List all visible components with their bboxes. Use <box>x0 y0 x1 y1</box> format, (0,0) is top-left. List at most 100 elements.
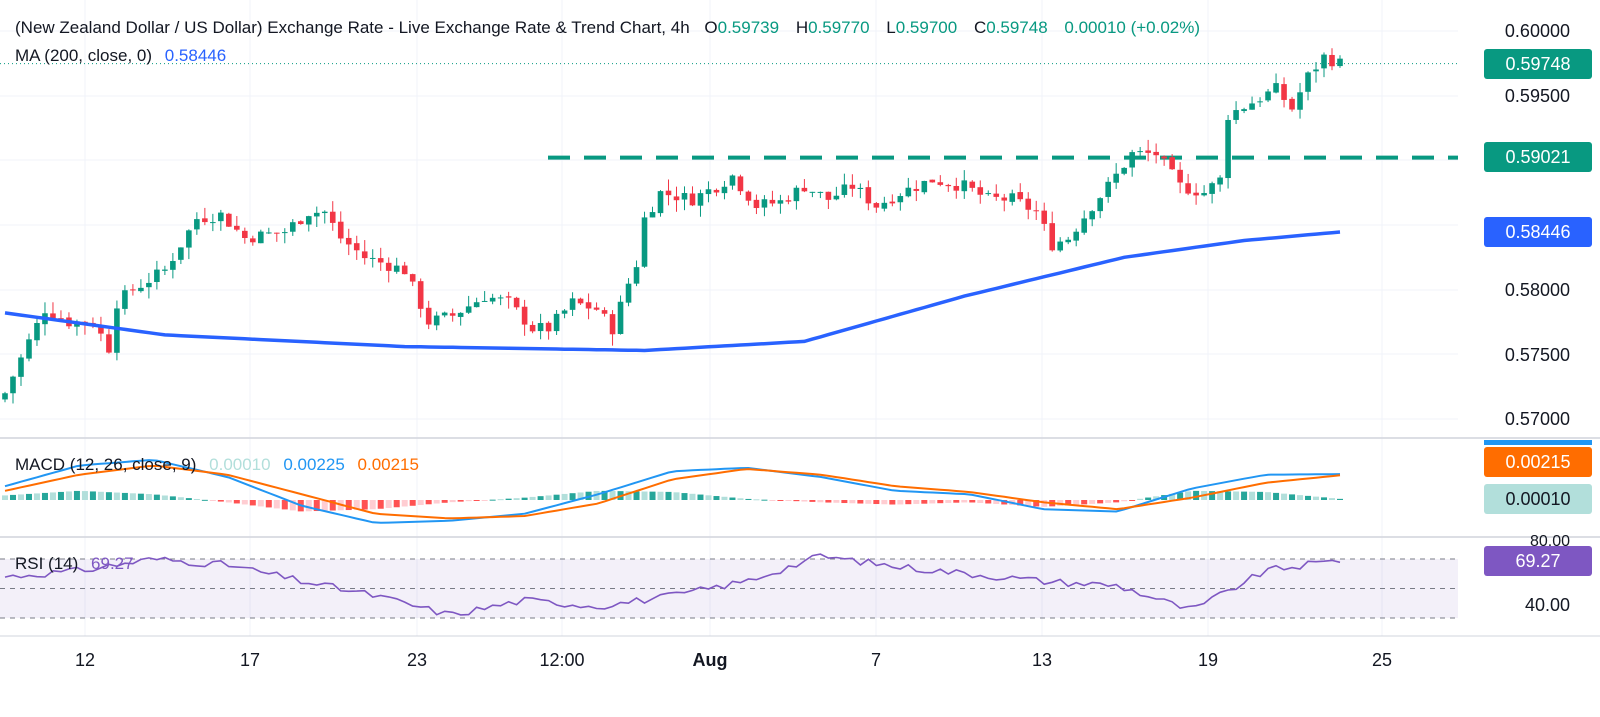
macd-histogram-bar <box>809 500 816 502</box>
macd-histogram-bar <box>1017 500 1024 506</box>
open-value: 0.59739 <box>717 18 780 37</box>
candle-body <box>1153 151 1159 156</box>
macd-histogram-bar <box>217 500 224 502</box>
candle-body <box>1185 183 1191 194</box>
candle-body <box>897 196 904 203</box>
candle-body <box>1297 92 1303 110</box>
macd-histogram-bar <box>657 491 664 500</box>
y-tick-0.60000: 0.60000 <box>1504 21 1570 41</box>
candle-body <box>1145 150 1151 153</box>
candle-body <box>18 357 24 377</box>
macd-histogram-bar <box>521 497 528 500</box>
macd-histogram-bar <box>873 500 880 505</box>
rsi-legend-value: 69.27 <box>91 554 134 573</box>
macd-histogram-bar <box>633 491 640 500</box>
macd-histogram-bar <box>1097 500 1104 504</box>
x-tick-23: 23 <box>406 650 428 670</box>
macd-histogram-bar <box>705 495 712 500</box>
macd-line-tag <box>1484 440 1592 445</box>
candle-body <box>889 201 896 204</box>
candle-body <box>1129 152 1135 168</box>
y-tick-0.57000: 0.57000 <box>1504 409 1570 429</box>
macd-hist-tag: 0.00010 <box>1484 484 1592 514</box>
macd-signal-legend-value: 0.00215 <box>357 455 419 474</box>
macd-histogram-bar <box>377 500 384 509</box>
candle-body <box>825 191 832 200</box>
macd-histogram-bar <box>353 500 360 510</box>
rsi-panel <box>0 553 1458 619</box>
macd-histogram-bar <box>1273 492 1280 500</box>
macd-histogram-bar <box>641 491 648 500</box>
macd-histogram-bar <box>697 494 704 500</box>
macd-histogram-bar <box>937 500 944 504</box>
candle-body <box>489 297 496 302</box>
ma-legend[interactable]: MA (200, close, 0) 0.58446 <box>15 46 226 66</box>
macd-histogram-bar <box>1297 495 1304 500</box>
candle-body <box>122 290 128 309</box>
macd-histogram-bar <box>953 500 960 503</box>
candle-body <box>985 193 992 195</box>
macd-histogram-bar <box>577 492 584 500</box>
candle-body <box>929 179 936 183</box>
macd-histogram-bar <box>841 500 848 504</box>
candle-body <box>130 289 136 291</box>
macd-histogram-bar <box>769 500 776 501</box>
candle-body <box>817 191 824 193</box>
candle-body <box>58 318 64 320</box>
macd-histogram-bar <box>553 494 560 500</box>
rsi-legend-label: RSI (14) <box>15 554 79 573</box>
candle-body <box>1265 91 1271 101</box>
macd-histogram-bar <box>225 500 232 503</box>
candle-body <box>313 212 320 217</box>
macd-histogram-bar <box>289 500 296 511</box>
candle-body <box>969 181 976 188</box>
x-tick-7: 7 <box>870 650 882 670</box>
macd-histogram-bar <box>673 492 680 500</box>
macd-histogram-bar <box>993 500 1000 504</box>
ma-legend-value: 0.58446 <box>164 46 227 65</box>
macd-histogram-bar <box>737 498 744 500</box>
rsi-legend[interactable]: RSI (14) 69.27 <box>15 554 134 574</box>
candle-body <box>521 306 528 325</box>
macd-histogram-bar <box>1129 500 1136 501</box>
candle-body <box>553 313 560 332</box>
macd-histogram-bar <box>273 500 280 509</box>
macd-histogram-bar <box>545 495 552 500</box>
macd-histogram-bar <box>1217 491 1224 500</box>
macd-histogram-bar <box>33 493 40 500</box>
candle-body <box>793 187 800 202</box>
macd-histogram-bar <box>329 500 336 511</box>
macd-histogram-bar <box>281 500 288 510</box>
macd-histogram-bar <box>441 500 448 503</box>
macd-histogram-bar <box>897 500 904 505</box>
macd-legend[interactable]: MACD (12, 26, close, 9) 0.00010 0.00225 … <box>15 455 419 475</box>
macd-histogram-bar <box>465 500 472 502</box>
macd-histogram-bar <box>1113 500 1120 503</box>
candle-body <box>1177 169 1183 183</box>
candle-body <box>569 298 576 310</box>
resistance-line <box>0 63 1458 160</box>
macd-histogram-bar <box>153 494 160 500</box>
macd-histogram-bar <box>57 491 64 500</box>
macd-histogram-bar <box>505 498 512 500</box>
macd-histogram-bar <box>385 500 392 509</box>
candle-body <box>657 191 664 214</box>
candle-body <box>1065 239 1072 243</box>
candle-body <box>857 187 864 189</box>
x-tick-13: 13 <box>1031 650 1053 670</box>
candle-body <box>114 308 120 353</box>
macd-histogram-bar <box>89 491 96 500</box>
low-key: L <box>886 18 896 37</box>
macd-histogram-bar <box>17 494 24 500</box>
candle-body <box>50 313 56 319</box>
candle-body <box>841 184 848 195</box>
macd-histogram-bar <box>321 500 328 511</box>
macd-histogram-bar <box>369 500 376 510</box>
macd-histogram-bar <box>793 500 800 502</box>
candle-body <box>809 191 816 193</box>
candle-body <box>465 306 472 313</box>
candle-body <box>250 238 256 243</box>
macd-histogram-bar <box>1153 496 1160 500</box>
candle-body <box>905 187 912 197</box>
candle-body <box>1097 198 1103 212</box>
